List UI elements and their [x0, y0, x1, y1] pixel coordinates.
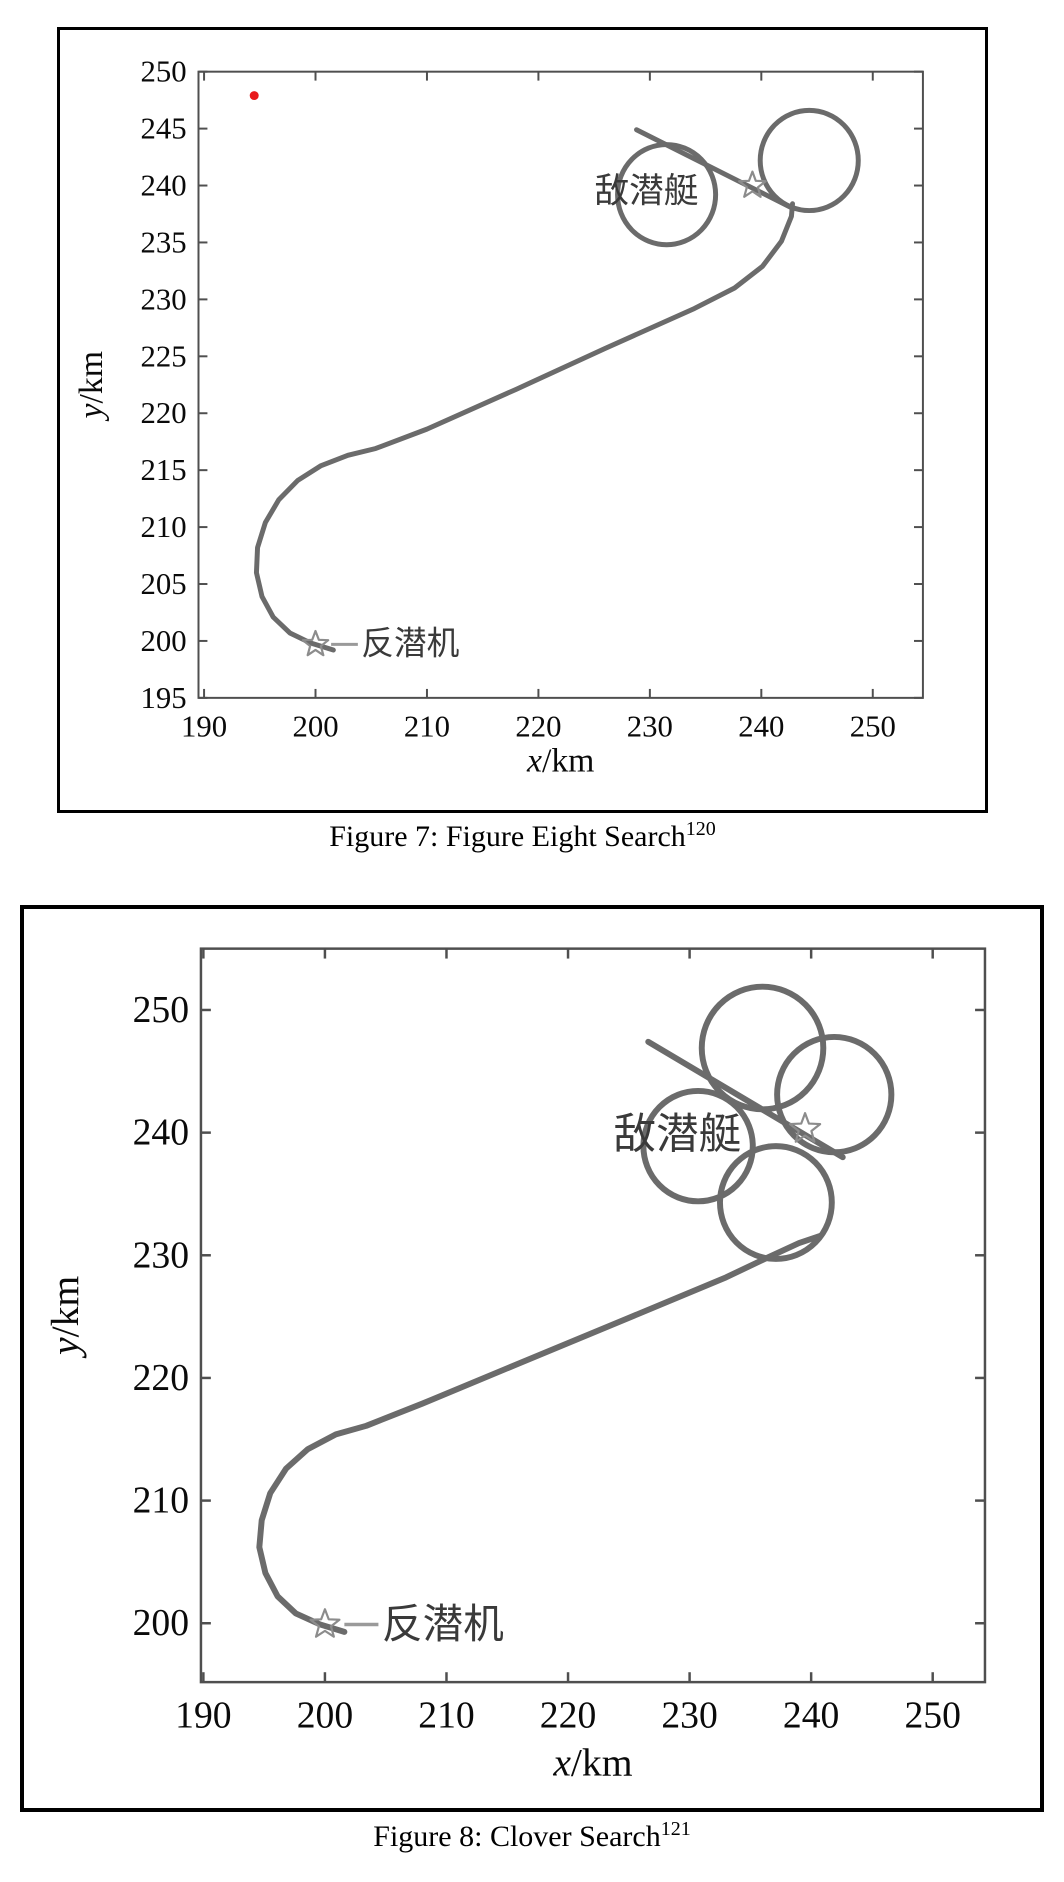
x-tick-label: 190 — [181, 710, 227, 744]
x-tick-label: 200 — [297, 1695, 353, 1737]
figure8-caption-superscript: 121 — [660, 1818, 691, 1840]
x-tick-label: 210 — [418, 1695, 474, 1737]
y-tick-label: 245 — [140, 112, 186, 146]
x-tick-label: 220 — [515, 710, 561, 744]
y-tick-label: 250 — [140, 55, 186, 89]
x-tick-label: 190 — [175, 1695, 231, 1737]
y-tick-label: 200 — [140, 624, 186, 658]
figure8-caption: Figure 8: Clover Search121 — [20, 1818, 1044, 1854]
x-tick-label: 220 — [540, 1695, 596, 1737]
y-tick-label: 240 — [133, 1112, 189, 1154]
y-tick-label: 205 — [140, 567, 186, 601]
trajectory-left-petal — [640, 1087, 756, 1205]
aircraft-label: 反潜机 — [361, 625, 459, 662]
y-tick-label: 220 — [133, 1357, 189, 1399]
x-tick-label: 250 — [904, 1695, 960, 1737]
x-tick-label: 230 — [627, 710, 673, 744]
x-tick-label: 210 — [404, 710, 450, 744]
clover-search-plot: 190 200 210 220 230 240 250 200 210 220 230 240 250 x… — [43, 947, 987, 1784]
y-tick-label: 210 — [133, 1480, 189, 1522]
trajectory-right-petal — [774, 1033, 895, 1156]
x-tick-label: 240 — [783, 1695, 839, 1737]
plot-axes-frame — [199, 947, 987, 1684]
figure7-caption: Figure 7: Figure Eight Search120 — [57, 818, 988, 854]
plot-axes-frame — [197, 70, 924, 699]
trajectory-bottom-petal — [717, 1143, 835, 1262]
x-axis-label: x/km — [552, 1740, 632, 1784]
y-axis-label: y/km — [73, 351, 110, 421]
y-tick-label: 240 — [140, 169, 186, 203]
aircraft-marker — [309, 1608, 341, 1638]
figure7-caption-text: Figure 7: Figure Eight Search — [329, 820, 686, 853]
y-tick-label: 200 — [133, 1602, 189, 1644]
y-tick-label: 230 — [140, 282, 186, 316]
y-tick-label: 220 — [140, 396, 186, 430]
y-tick-label: 235 — [140, 225, 186, 259]
enemy-submarine-marker — [788, 1112, 822, 1143]
trajectory-cross-chord — [634, 127, 793, 210]
enemy-submarine-marker — [738, 170, 767, 198]
enemy-submarine-label: 敌潜艇 — [614, 1112, 742, 1159]
figure7-caption-superscript: 120 — [685, 818, 716, 840]
trajectory-entry-path — [256, 1232, 824, 1635]
trajectory-entry-path — [253, 201, 796, 653]
y-tick-label: 215 — [140, 453, 186, 487]
figure-eight-search-plot: 190 200 210 220 230 240 250 195 200 205 210 215 220 2… — [73, 55, 924, 779]
clover-search-figure-frame: 190 200 210 220 230 240 250 200 210 220 230 240 250 x… — [20, 905, 1044, 1812]
y-tick-label: 225 — [140, 339, 186, 373]
enemy-submarine-label: 敌潜艇 — [594, 172, 698, 211]
figure8-caption-text: Figure 8: Clover Search — [373, 1820, 661, 1853]
x-tick-label: 250 — [850, 710, 896, 744]
aircraft-label: 反潜机 — [382, 1602, 504, 1647]
x-axis-label: x/km — [526, 742, 594, 779]
x-tick-label: 240 — [738, 710, 784, 744]
figure-eight-search-figure-frame: 190 200 210 220 230 240 250 195 200 205 210 215 220 2… — [57, 27, 988, 813]
y-tick-label: 230 — [133, 1234, 189, 1276]
y-axis-label: y/km — [43, 1276, 87, 1359]
x-tick-label: 230 — [661, 1695, 717, 1737]
red-dot — [249, 91, 259, 101]
x-tick-label: 200 — [292, 710, 338, 744]
aircraft-marker — [301, 629, 330, 657]
y-tick-label: 250 — [133, 989, 189, 1031]
y-tick-label: 210 — [140, 510, 186, 544]
trajectory-right-loop — [757, 107, 861, 214]
y-tick-label: 195 — [140, 681, 186, 715]
